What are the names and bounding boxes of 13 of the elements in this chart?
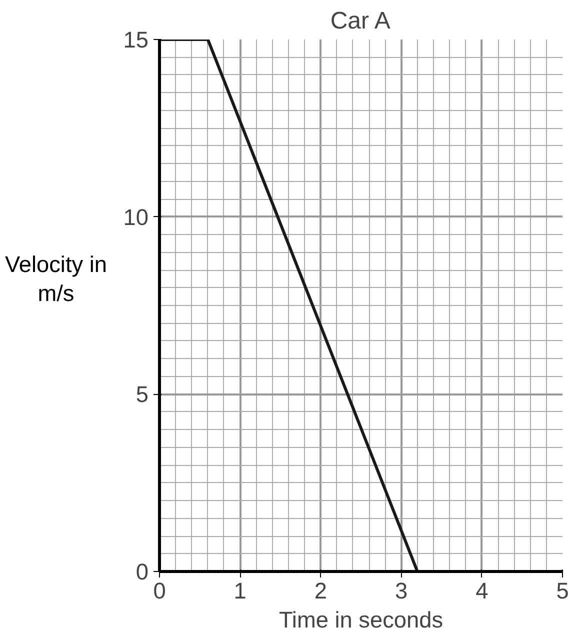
chart-title: Car A	[330, 8, 390, 34]
y-tick-label: 5	[136, 381, 149, 408]
x-tick-label: 1	[234, 578, 246, 604]
y-tick-label: 15	[123, 26, 148, 52]
x-tick-label: 2	[314, 578, 328, 604]
y-tick-label: 0	[136, 558, 149, 584]
x-axis-title: Time in seconds	[278, 606, 444, 632]
x-tick-label: 0	[153, 578, 166, 604]
x-tick-label: 4	[476, 578, 488, 604]
x-tick-label: 3	[395, 578, 408, 604]
x-tick-label: 5	[556, 578, 569, 604]
y-tick-label: 10	[123, 204, 148, 230]
y-axis-title: Velocity in m/s	[5, 250, 108, 308]
